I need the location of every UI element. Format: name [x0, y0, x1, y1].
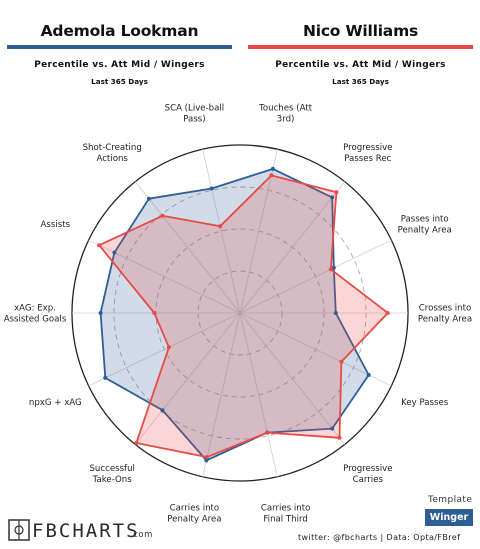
pitch-logo-icon: [8, 519, 30, 541]
series-2-point: [134, 441, 139, 445]
axis-label: SCA (Live-ball Pass): [165, 104, 225, 125]
axis-label: Key Passes: [401, 398, 449, 408]
series-1-point: [98, 311, 103, 315]
series-2-point: [269, 173, 274, 178]
series-2-point: [205, 455, 210, 460]
brand-logo-suffix: .com: [130, 530, 153, 540]
credits-text: twitter: @fbcharts | Data: Opta/FBref: [298, 533, 461, 542]
series-2-point: [328, 267, 333, 272]
series-1-point: [209, 186, 214, 191]
axis-label: Carries into Final Third: [261, 503, 311, 524]
series-1-point: [204, 458, 209, 463]
series-1-point: [366, 373, 371, 377]
radar-spoke: [239, 181, 346, 314]
series-2-point: [339, 359, 344, 364]
brand-logo-text: FBCHARTS: [32, 520, 140, 542]
axis-label: Carries into Penalty Area: [167, 503, 221, 524]
series-1-point: [331, 265, 336, 270]
series-2-point: [265, 430, 270, 435]
axis-label: Successful Take-Ons: [89, 464, 134, 485]
axis-label: Progressive Passes Rec: [343, 143, 392, 164]
series-2-point: [152, 311, 157, 315]
player-1-color-bar: [7, 45, 232, 49]
series-1-point: [270, 166, 275, 171]
axis-label: Touches (Att 3rd): [258, 104, 313, 125]
series-2-point: [166, 345, 171, 350]
radar-spoke: [134, 181, 241, 314]
series-2-point: [334, 190, 339, 195]
series-1-point: [146, 196, 151, 201]
player-2-color-bar: [248, 45, 473, 49]
series-1-point: [160, 408, 165, 413]
axis-label: npxG + xAG: [29, 398, 82, 408]
series-1-point: [103, 375, 108, 380]
template-badge: Winger: [425, 509, 473, 526]
series-1-point: [330, 426, 335, 431]
radar-spoke: [239, 312, 278, 477]
axis-label: Assists: [41, 220, 71, 230]
series-2-point: [97, 243, 102, 248]
player-2-period: Last 365 Days: [332, 77, 389, 86]
radar-spoke: [239, 239, 392, 314]
radar-spoke: [239, 312, 392, 387]
player-1-name: Ademola Lookman: [40, 22, 199, 40]
radar-spoke: [88, 312, 241, 387]
player-1-period: Last 365 Days: [91, 77, 148, 86]
radar-spoke: [202, 149, 241, 314]
template-label: Template: [428, 495, 473, 505]
player-2-name: Nico Williams: [302, 22, 419, 40]
axis-label: xAG: Exp. Assisted Goals: [4, 304, 67, 325]
series-2-point: [160, 213, 165, 218]
player-1-subtitle: Percentile vs. Att Mid / Wingers: [34, 60, 205, 70]
series-2-point: [337, 435, 342, 440]
series-2-point: [218, 224, 223, 229]
player-2-subtitle: Percentile vs. Att Mid / Wingers: [275, 60, 446, 70]
series-1-point: [330, 195, 335, 200]
axis-label: Passes into Penalty Area: [398, 215, 452, 236]
series-1-point: [112, 250, 117, 255]
axis-label: Crosses into Penalty Area: [418, 304, 472, 325]
axis-label: Progressive Carries: [343, 464, 392, 485]
axis-label: Shot-Creating Actions: [83, 143, 142, 164]
radar-spoke: [134, 312, 241, 445]
radar-spoke: [239, 312, 346, 445]
radar-spoke: [202, 312, 241, 477]
series-2-point: [385, 311, 390, 315]
series-1-point: [333, 311, 338, 315]
